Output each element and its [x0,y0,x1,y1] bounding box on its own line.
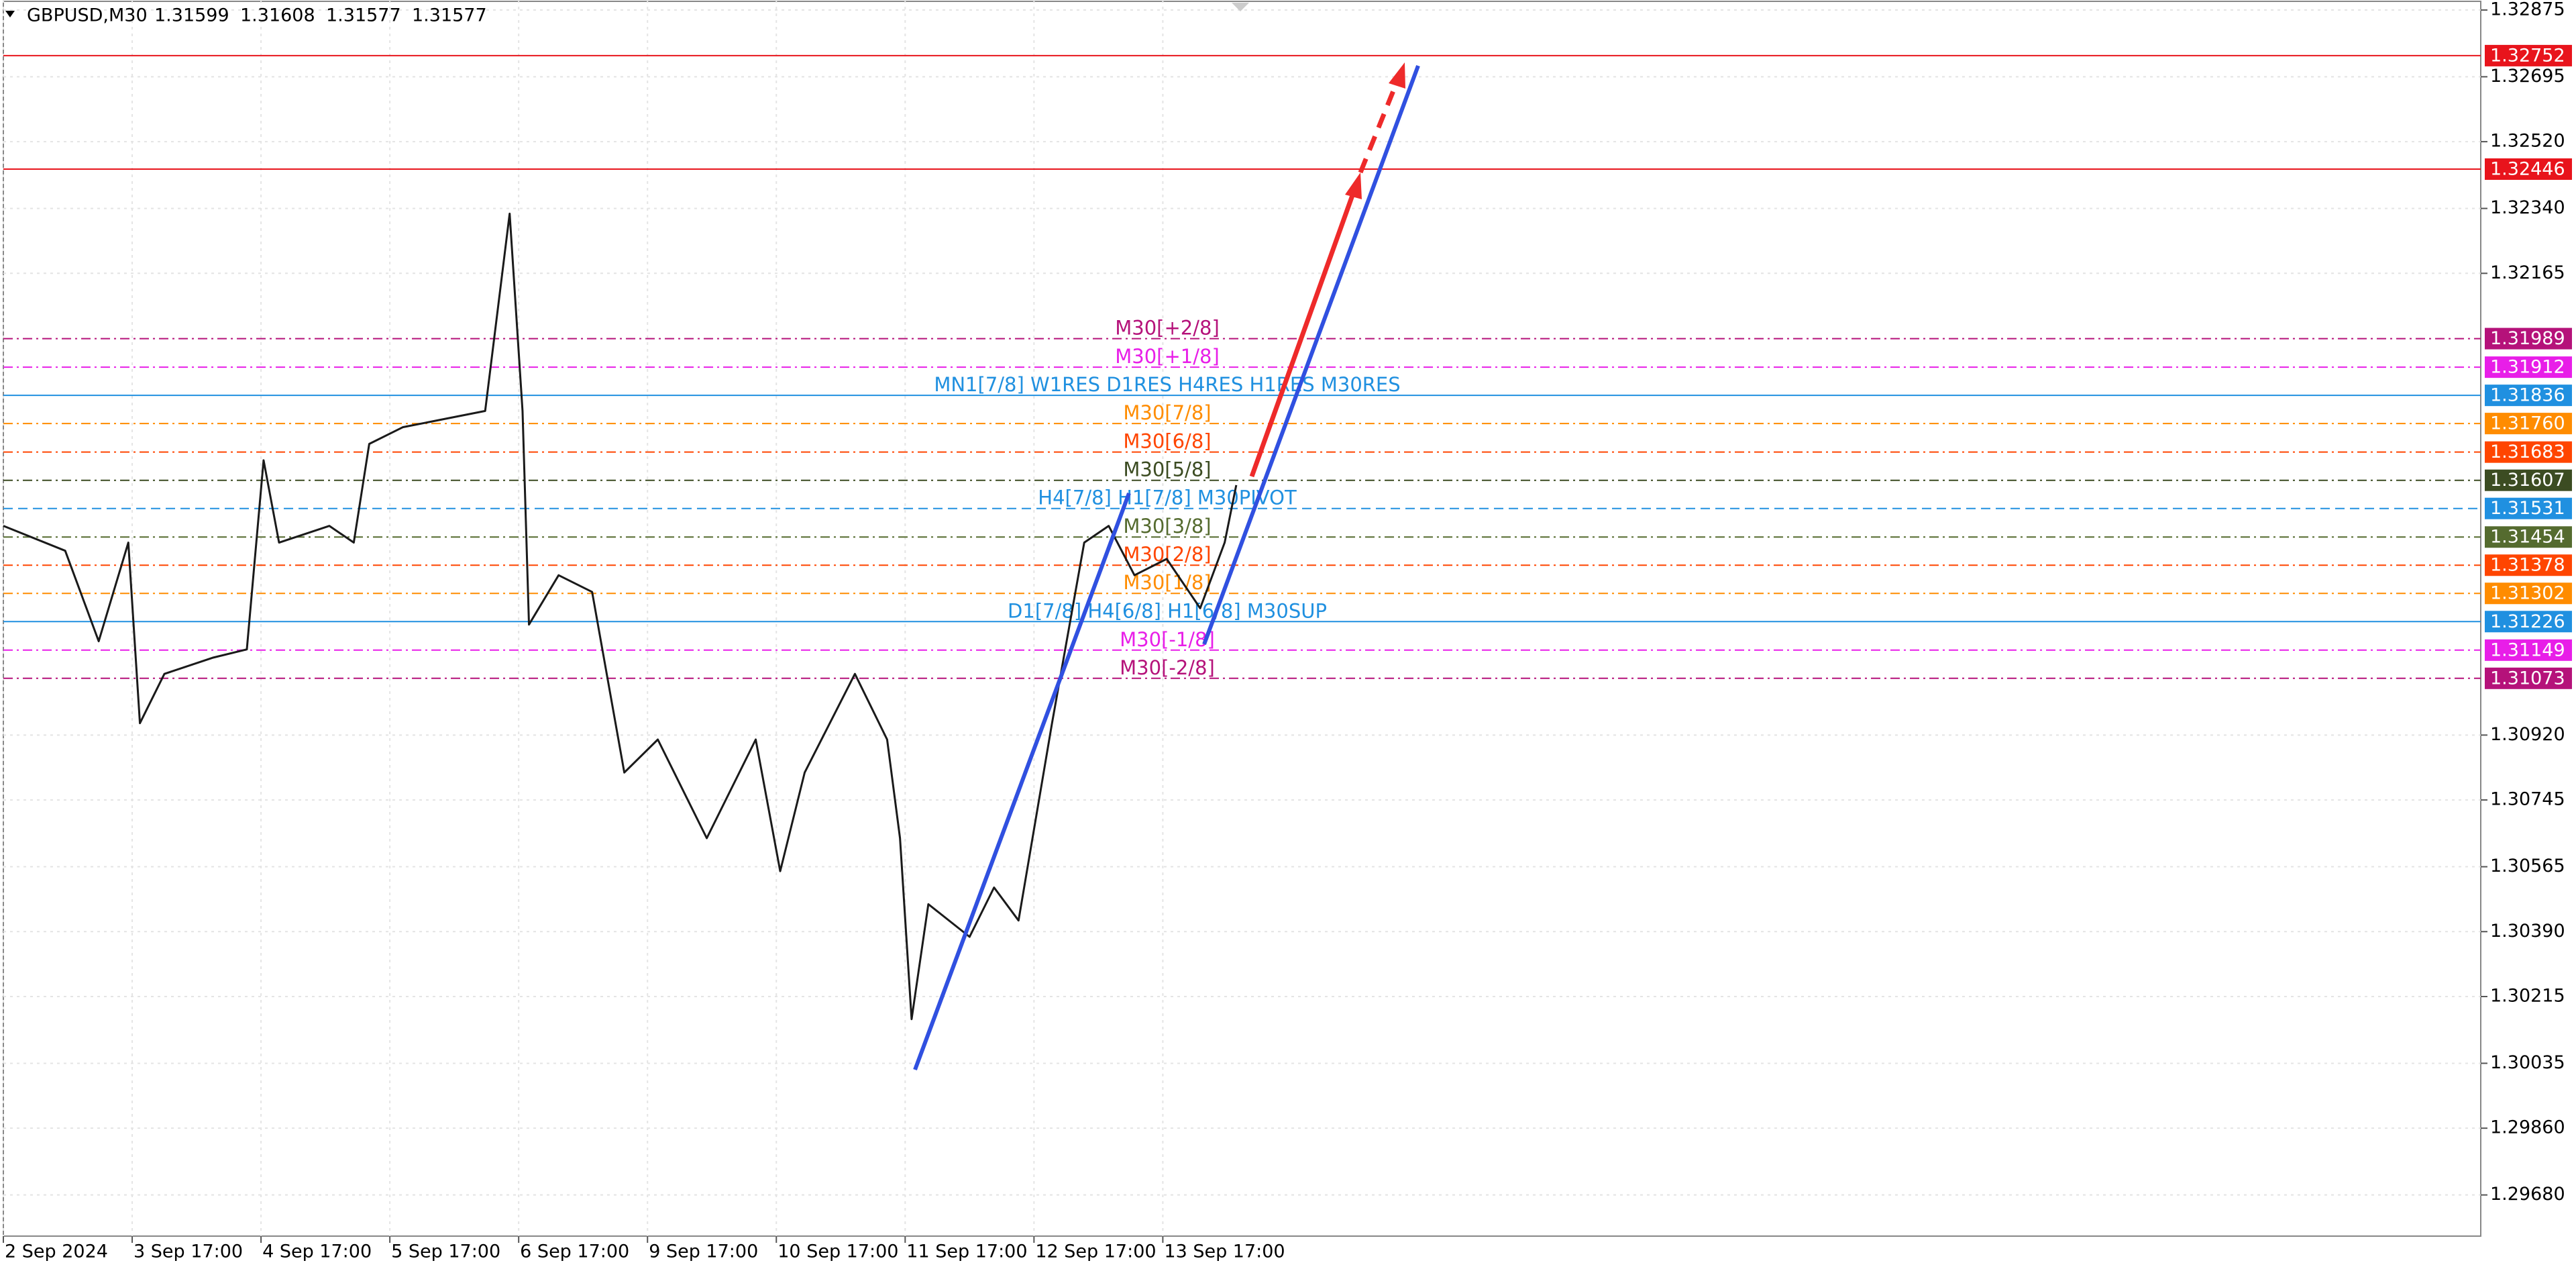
ohlc-value: 1.31577 [412,5,487,26]
level-label: MN1[7/8] W1RES D1RES H4RES H1RES M30RES [934,373,1400,396]
price-box-label: 1.31149 [2490,640,2565,660]
y-tick-label: 1.32165 [2490,262,2565,283]
price-box [2485,413,2572,435]
trend-line [1202,64,1420,646]
price-box [2485,497,2572,519]
shift-marker [1232,3,1249,11]
forecast-arrow [1249,187,1358,478]
x-tick-label: 5 Sep 17:00 [391,1241,500,1262]
price-line [3,212,1238,1021]
y-tick-label: 1.29860 [2490,1117,2565,1138]
price-box [2485,385,2572,407]
y-tick-label: 1.30745 [2490,789,2565,810]
price-box [2485,356,2572,378]
level-label: M30[7/8] [1123,401,1211,424]
y-tick-label: 1.30215 [2490,985,2565,1006]
price-box [2485,158,2572,181]
level-label: M30[1/8] [1123,571,1211,594]
price-box [2485,554,2572,576]
ohlc: 1.31599 1.31608 1.31577 1.31577 [154,5,487,26]
level-label: M30[+2/8] [1115,317,1220,340]
x-tick-label: 3 Sep 17:00 [133,1241,243,1262]
price-box-label: 1.31836 [2490,385,2565,406]
level-label: M30[2/8] [1123,543,1211,566]
x-tick-label: 9 Sep 17:00 [649,1241,758,1262]
y-tick-label: 1.32875 [2490,0,2565,19]
price-box-label: 1.31912 [2490,357,2565,378]
y-tick-label: 1.30565 [2490,856,2565,876]
y-tick-label: 1.32340 [2490,197,2565,218]
price-box-label: 1.31378 [2490,555,2565,576]
arrow-head [1389,62,1405,89]
price-box-label: 1.31531 [2490,498,2565,519]
price-box-label: 1.31454 [2490,527,2565,548]
price-box-label: 1.31073 [2490,668,2565,689]
price-box [2485,639,2572,661]
x-tick-label: 2 Sep 2024 [5,1241,108,1262]
y-tick-label: 1.32695 [2490,66,2565,87]
levels: M30[+2/8] M30[+1/8] MN1[7/8] W1RES D1RES H… [3,54,2481,679]
price-box [2485,611,2572,633]
price [3,212,1238,1021]
axes: 1.32875 1.32695 1.32520 1.32340 1.32165 1.309… [3,0,2572,1262]
price-box [2485,44,2572,66]
price-box [2485,441,2572,463]
price-box-label: 1.32446 [2490,159,2565,180]
price-box [2485,327,2572,350]
price-box [2485,667,2572,689]
trend-lines [913,62,1420,1071]
y-tick-label: 1.29680 [2490,1184,2565,1205]
ohlc-value: 1.31599 [154,5,229,26]
price-box-label: 1.31302 [2490,583,2565,604]
ohlc-value: 1.31608 [240,5,315,26]
x-tick-label: 6 Sep 17:00 [520,1241,629,1262]
level-label: D1[7/8] H4[6/8] H1[6/8] M30SUP [1008,599,1327,622]
ohlc-value: 1.31577 [326,5,401,26]
y-tick-label: 1.30390 [2490,921,2565,942]
level-label: M30[+1/8] [1115,345,1220,368]
x-tick-label: 4 Sep 17:00 [262,1241,372,1262]
level-label: M30[6/8] [1123,430,1211,453]
menu-triangle[interactable] [5,11,15,17]
price-box-label: 1.31607 [2490,470,2565,491]
x-tick-label: 12 Sep 17:00 [1035,1241,1156,1262]
symbol: GBPUSD,M30 [27,5,148,26]
price-box-label: 1.31226 [2490,611,2565,632]
level-label: M30[3/8] [1123,515,1211,538]
price-box [2485,582,2572,605]
level-label: M30[-2/8] [1120,656,1215,679]
level-label: M30[5/8] [1123,458,1211,481]
x-tick-label: 13 Sep 17:00 [1164,1241,1285,1262]
price-box-label: 1.31683 [2490,442,2565,462]
x-tick-label: 11 Sep 17:00 [906,1241,1027,1262]
level-label: M30[-1/8] [1120,628,1215,651]
forecast-arrow-dashed [1358,78,1401,174]
arrow-head [1345,172,1362,199]
price-box-label: 1.31989 [2490,328,2565,349]
price-box [2485,469,2572,491]
price-box-label: 1.31760 [2490,413,2565,434]
price-box-label: 1.32752 [2490,45,2565,66]
price-box [2485,526,2572,548]
y-tick-label: 1.32520 [2490,131,2565,152]
trend-line [913,492,1131,1071]
y-tick-label: 1.30920 [2490,724,2565,745]
x-tick-label: 10 Sep 17:00 [777,1241,898,1262]
y-tick-label: 1.30035 [2490,1052,2565,1073]
